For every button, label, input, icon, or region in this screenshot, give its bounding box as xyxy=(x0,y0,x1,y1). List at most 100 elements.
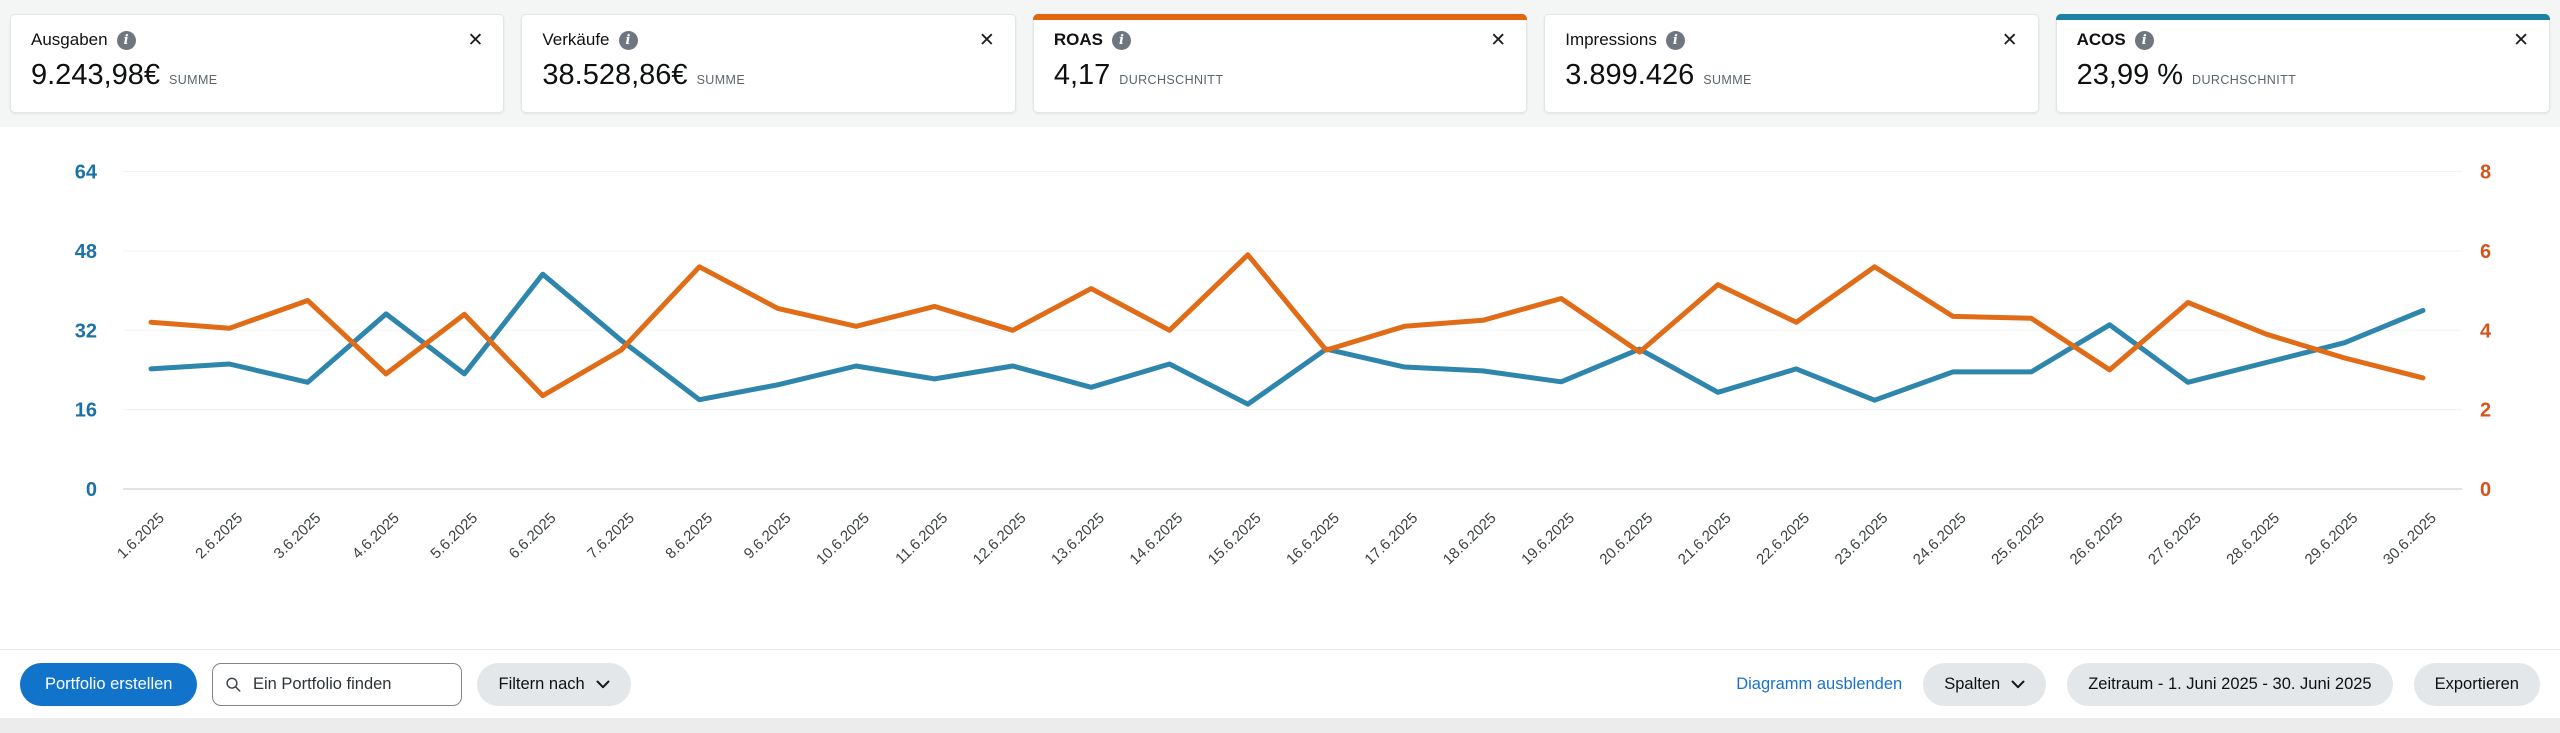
x-axis-date-label: 13.6.2025 xyxy=(1048,510,1108,569)
right-axis-tick-label: 2 xyxy=(2480,400,2491,422)
columns-button[interactable]: Spalten xyxy=(1923,662,2047,706)
metric-card-verk-ufe[interactable]: Verkäufe i ✕ 38.528,86€ SUMME xyxy=(521,14,1016,113)
metric-value-row: 4,17 DURCHSCHNITT xyxy=(1054,59,1506,92)
close-icon[interactable]: ✕ xyxy=(1490,29,1507,51)
create-portfolio-button[interactable]: Portfolio erstellen xyxy=(20,662,198,706)
info-icon[interactable]: i xyxy=(1665,30,1685,50)
metric-card-impressions[interactable]: Impressions i ✕ 3.899.426 SUMME xyxy=(1544,14,2039,113)
close-icon[interactable]: ✕ xyxy=(978,29,995,51)
metrics-line-chart: 0 16 32 48 64 0 2 4 6 8 1.6.2025 2.6.2025 3.6.2025 4.… xyxy=(75,162,2492,569)
date-range-button[interactable]: Zeitraum - 1. Juni 2025 - 30. Juni 2025 xyxy=(2067,662,2393,706)
chevron-down-icon xyxy=(596,680,610,688)
columns-label: Spalten xyxy=(1944,674,2001,693)
metric-accent-bar xyxy=(2055,14,2551,20)
x-axis-date-label: 21.6.2025 xyxy=(1675,510,1735,569)
x-axis-date-label: 29.6.2025 xyxy=(2302,510,2362,569)
x-axis-date-label: 5.6.2025 xyxy=(427,510,481,563)
metric-card-ausgaben[interactable]: Ausgaben i ✕ 9.243,98€ SUMME xyxy=(10,14,505,113)
x-axis-date-label: 14.6.2025 xyxy=(1126,510,1186,569)
x-axis-date-label: 11.6.2025 xyxy=(892,510,951,568)
metric-label: Verkäufe xyxy=(542,30,610,49)
metric-aggregation-label: SUMME xyxy=(169,73,218,87)
metric-accent-bar xyxy=(1032,14,1528,20)
portfolio-search-input[interactable] xyxy=(250,673,450,695)
info-icon[interactable]: i xyxy=(116,30,136,50)
table-section-edge xyxy=(0,718,2560,733)
search-icon xyxy=(226,677,241,692)
toolbar-right-group: Diagramm ausblenden Spalten Zeitraum - 1… xyxy=(1736,662,2540,706)
x-axis-date-label: 1.6.2025 xyxy=(114,510,168,563)
portfolio-toolbar: Portfolio erstellen Filtern nach Diagram… xyxy=(0,649,2560,718)
metric-card-header: ROAS i ✕ xyxy=(1054,30,1506,50)
close-icon[interactable]: ✕ xyxy=(2513,29,2530,51)
metric-value: 4,17 xyxy=(1053,59,1111,91)
filter-by-label: Filtern nach xyxy=(498,674,585,693)
metric-value-row: 23,99 % DURCHSCHNITT xyxy=(2077,59,2529,92)
x-axis-date-label: 9.6.2025 xyxy=(741,510,795,563)
metric-value: 9.243,98€ xyxy=(31,59,161,91)
metric-label: ROAS xyxy=(1053,30,1103,49)
metric-value-row: 3.899.426 SUMME xyxy=(1565,59,2017,92)
hide-chart-link[interactable]: Diagramm ausblenden xyxy=(1736,674,1903,693)
chart-line-roas xyxy=(148,252,2426,399)
right-axis-tick-label: 6 xyxy=(2480,241,2491,263)
metric-value-row: 9.243,98€ SUMME xyxy=(31,59,483,92)
metric-value: 3.899.426 xyxy=(1565,59,1695,91)
export-button[interactable]: Exportieren xyxy=(2413,662,2540,706)
metric-card-header: Impressions i ✕ xyxy=(1565,29,2018,51)
portfolio-search-box[interactable] xyxy=(212,662,463,706)
x-axis-date-label: 6.6.2025 xyxy=(506,510,560,563)
info-icon[interactable]: i xyxy=(1111,30,1131,50)
x-axis-date-label: 15.6.2025 xyxy=(1205,510,1265,569)
metric-label: Ausgaben xyxy=(31,30,108,49)
x-axis-date-label: 30.6.2025 xyxy=(2380,510,2440,569)
close-icon[interactable]: ✕ xyxy=(2001,29,2018,51)
x-axis-date-label: 23.6.2025 xyxy=(1832,510,1892,569)
metric-card-roas[interactable]: ROAS i ✕ 4,17 DURCHSCHNITT xyxy=(1032,14,1528,113)
left-axis-tick-label: 32 xyxy=(75,320,97,342)
metric-aggregation-label: SUMME xyxy=(696,73,746,87)
metric-value: 38.528,86€ xyxy=(542,59,688,91)
x-axis-date-label: 26.6.2025 xyxy=(2067,510,2127,569)
metric-cards-row: Ausgaben i ✕ 9.243,98€ SUMME Verkäufe i ✕ 38.528… xyxy=(10,14,2551,113)
x-axis-date-label: 18.6.2025 xyxy=(1440,510,1500,569)
metric-card-header: Verkäufe i ✕ xyxy=(542,29,995,51)
x-axis-date-label: 16.6.2025 xyxy=(1283,510,1343,569)
x-axis-date-label: 4.6.2025 xyxy=(349,510,403,563)
info-icon[interactable]: i xyxy=(2134,30,2154,50)
metric-card-header: Ausgaben i ✕ xyxy=(31,30,483,50)
x-axis-date-label: 3.6.2025 xyxy=(271,510,325,563)
metric-label: ACOS xyxy=(2076,30,2126,49)
left-axis-tick-label: 64 xyxy=(75,162,98,184)
x-axis-date-label: 20.6.2025 xyxy=(1597,510,1657,569)
right-axis-tick-label: 8 xyxy=(2480,162,2491,184)
left-axis-tick-label: 16 xyxy=(75,400,97,422)
metric-value: 23,99 % xyxy=(2076,59,2184,91)
info-icon[interactable]: i xyxy=(618,30,638,50)
x-axis-date-label: 28.6.2025 xyxy=(2223,510,2283,569)
metric-aggregation-label: DURCHSCHNITT xyxy=(2192,73,2297,87)
x-axis-date-label: 8.6.2025 xyxy=(662,510,716,563)
metric-card-acos[interactable]: ACOS i ✕ 23,99 % DURCHSCHNITT xyxy=(2055,14,2551,113)
x-axis-date-label: 12.6.2025 xyxy=(970,510,1030,569)
metric-aggregation-label: SUMME xyxy=(1703,73,1752,87)
x-axis-date-label: 22.6.2025 xyxy=(1753,510,1813,569)
x-axis-date-label: 24.6.2025 xyxy=(1910,510,1970,569)
chart-panel: 0 16 32 48 64 0 2 4 6 8 1.6.2025 2.6.2025 3.6.2025 4.… xyxy=(0,127,2560,649)
chevron-down-icon xyxy=(2011,680,2025,688)
x-axis-date-label: 7.6.2025 xyxy=(584,510,638,563)
metric-label: Impressions xyxy=(1565,30,1657,49)
chart-line-acos xyxy=(148,271,2426,407)
right-axis-tick-label: 4 xyxy=(2480,320,2492,342)
x-axis-date-label: 2.6.2025 xyxy=(192,510,246,563)
close-icon[interactable]: ✕ xyxy=(467,29,484,51)
left-axis-tick-label: 48 xyxy=(75,241,97,263)
left-axis-tick-label: 0 xyxy=(86,479,97,501)
filter-by-button[interactable]: Filtern nach xyxy=(477,662,631,706)
x-axis-date-label: 25.6.2025 xyxy=(1988,510,2048,569)
x-axis-date-label: 19.6.2025 xyxy=(1518,510,1578,569)
x-axis-date-label: 10.6.2025 xyxy=(813,510,873,569)
x-axis-date-label: 27.6.2025 xyxy=(2145,510,2205,569)
metric-aggregation-label: DURCHSCHNITT xyxy=(1119,73,1224,87)
right-axis-tick-label: 0 xyxy=(2480,479,2491,501)
